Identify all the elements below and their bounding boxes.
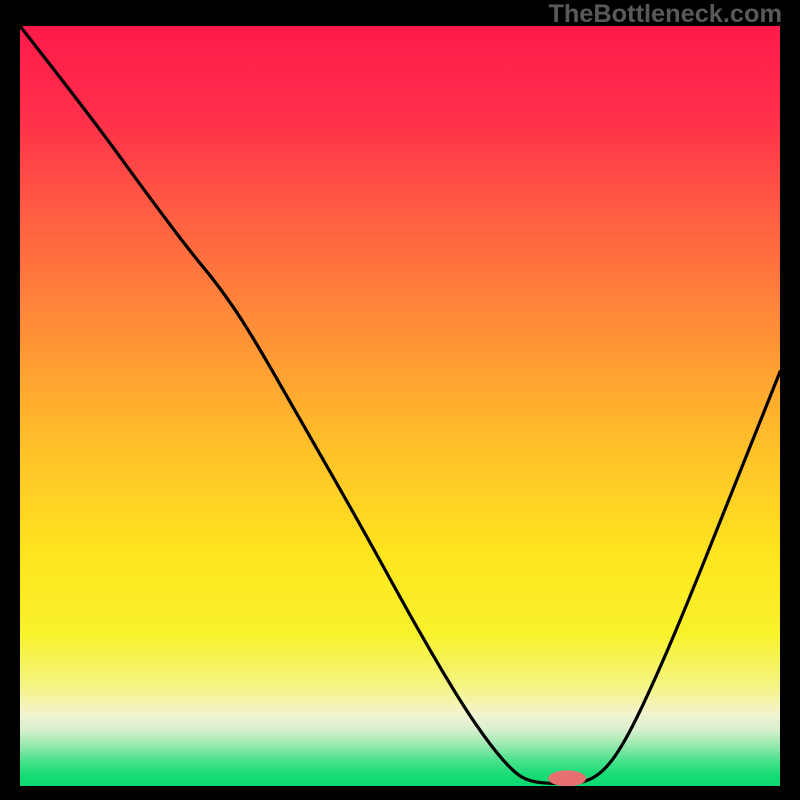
- chart-container: TheBottleneck.com: [0, 0, 800, 800]
- watermark-text: TheBottleneck.com: [548, 0, 782, 29]
- chart-svg: [20, 26, 780, 786]
- bottleneck-curve: [20, 26, 780, 784]
- plot-area: [20, 26, 780, 786]
- optimal-marker: [548, 770, 586, 786]
